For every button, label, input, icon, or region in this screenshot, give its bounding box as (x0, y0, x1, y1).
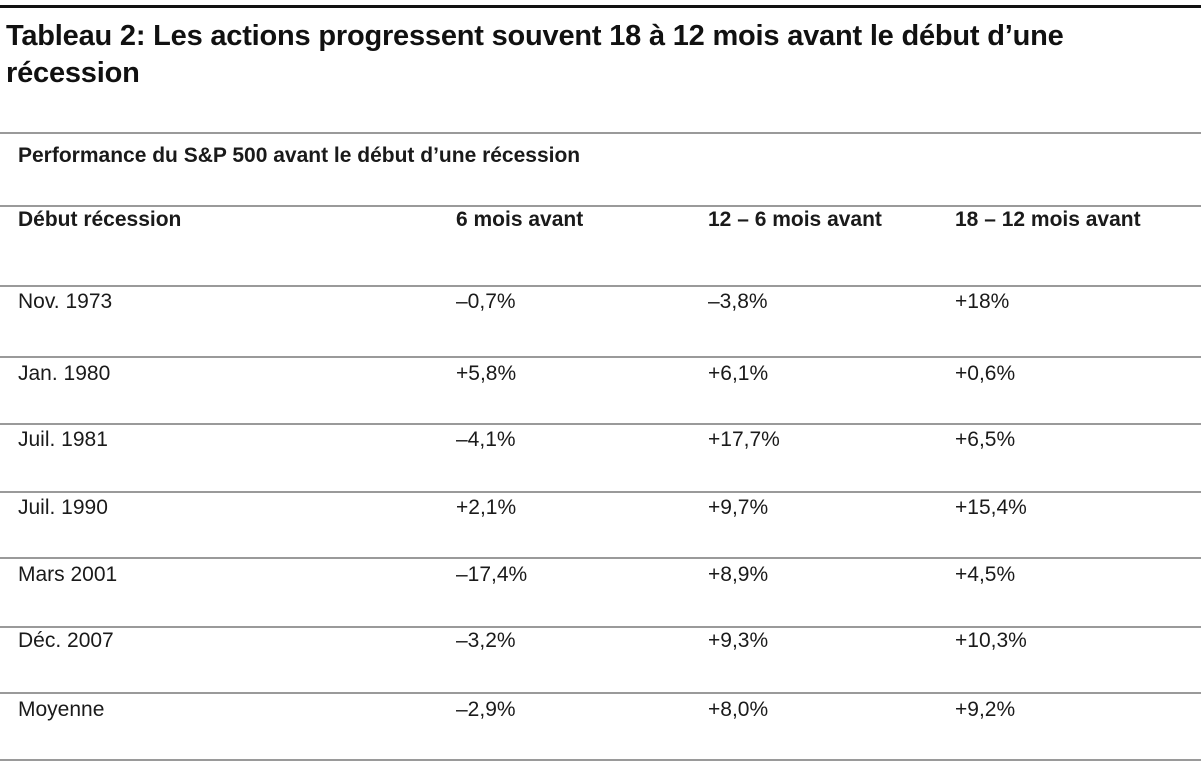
table-cell: +8,0% (708, 698, 769, 721)
table-rule-caption (0, 205, 1201, 207)
table-rule-top (0, 132, 1201, 134)
table-rule-header (0, 285, 1201, 287)
table-rule-row (0, 423, 1201, 425)
table-cell: +6,1% (708, 362, 769, 385)
column-header: 18 – 12 mois avant (955, 208, 1141, 231)
table-cell: –3,2% (456, 629, 516, 652)
table-cell: +9,2% (955, 698, 1016, 721)
table-cell: +9,7% (708, 496, 769, 519)
table-rule-row (0, 557, 1201, 559)
table-cell: Moyenne (18, 698, 105, 721)
column-header: 6 mois avant (456, 208, 584, 231)
column-header: 12 – 6 mois avant (708, 208, 882, 231)
table-cell: Jan. 1980 (18, 362, 111, 385)
table-rule-row (0, 356, 1201, 358)
table-cell: –2,9% (456, 698, 516, 721)
table-cell: +8,9% (708, 563, 769, 586)
table-cell: Juil. 1981 (18, 428, 108, 451)
table-rule-row (0, 491, 1201, 493)
table-cell: +2,1% (456, 496, 517, 519)
table-cell: +10,3% (955, 629, 1027, 652)
table-cell: –4,1% (456, 428, 516, 451)
table-cell: Déc. 2007 (18, 629, 114, 652)
table-cell: +15,4% (955, 496, 1027, 519)
table-cell: –3,8% (708, 290, 768, 313)
table-cell: +18% (955, 290, 1010, 313)
table-cell: Juil. 1990 (18, 496, 108, 519)
table-cell: +0,6% (955, 362, 1016, 385)
table-rule-row (0, 692, 1201, 694)
top-rule (0, 5, 1201, 8)
table-cell: +9,3% (708, 629, 769, 652)
table-cell: –17,4% (456, 563, 528, 586)
table-cell: +6,5% (955, 428, 1016, 451)
table-rule-bottom (0, 759, 1201, 761)
table-cell: +17,7% (708, 428, 780, 451)
table-caption: Performance du S&P 500 avant le début d’… (18, 144, 581, 167)
table-cell: –0,7% (456, 290, 516, 313)
column-header: Début récession (18, 208, 182, 231)
table-cell: Mars 2001 (18, 563, 118, 586)
table-cell: +4,5% (955, 563, 1016, 586)
table-rule-row (0, 626, 1201, 628)
table-cell: +5,8% (456, 362, 517, 385)
table-cell: Nov. 1973 (18, 290, 113, 313)
page-title: Tableau 2: Les actions progressent souve… (6, 20, 1064, 89)
